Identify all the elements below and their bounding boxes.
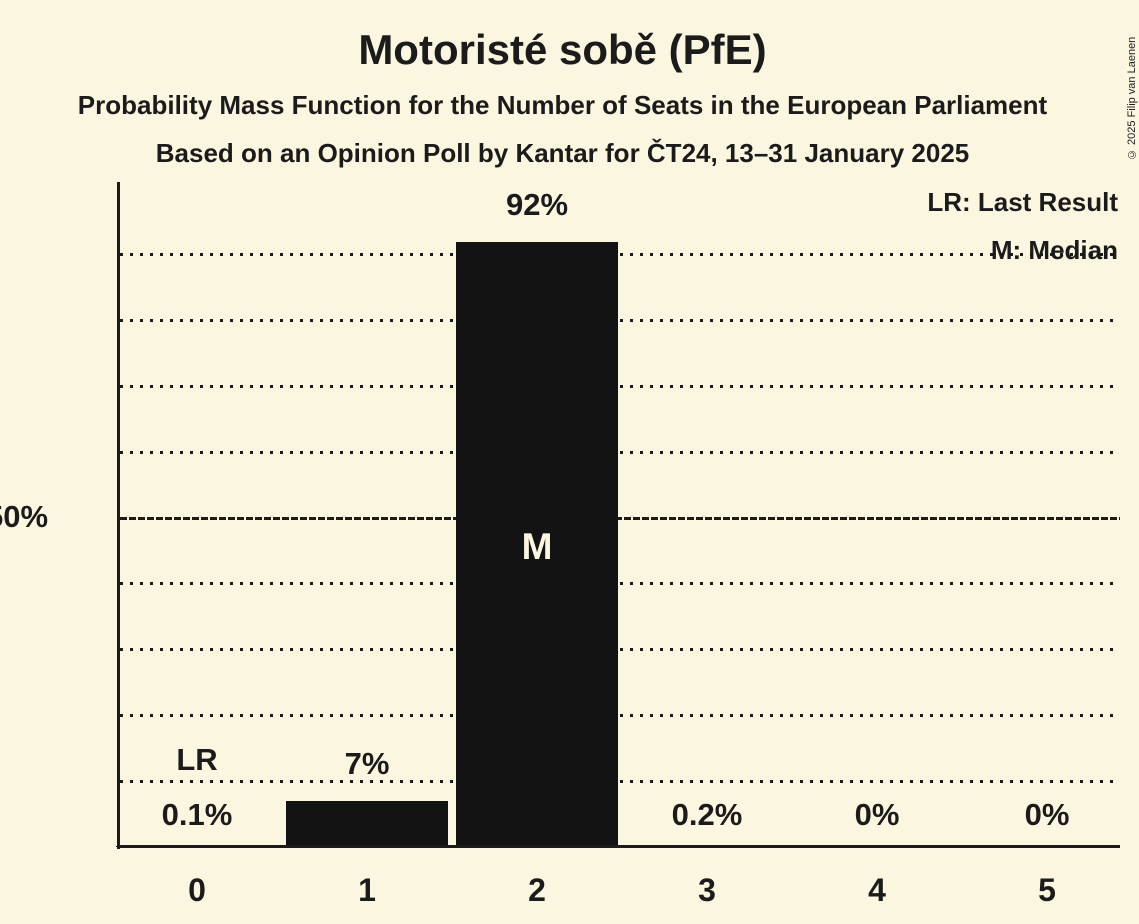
legend-median: M: Median <box>990 235 1118 265</box>
value-label-seat-2: 92% <box>505 186 569 222</box>
value-label-seat-3: 0.2% <box>671 797 743 832</box>
last-result-marker: LR <box>176 742 218 777</box>
gridline-70pct <box>120 384 1120 388</box>
bar-seat-1 <box>286 800 448 847</box>
value-label-seat-4: 0% <box>854 797 900 832</box>
x-axis-label-seat-0: 0 <box>188 872 206 908</box>
gridline-30pct <box>120 648 1120 652</box>
gridline-60pct <box>120 450 1120 454</box>
x-axis-label-seat-2: 2 <box>528 872 546 908</box>
gridline-40pct <box>120 582 1120 586</box>
gridline-10pct <box>120 779 1120 783</box>
gridline-90pct <box>120 253 1120 257</box>
bar-seat-2 <box>456 241 618 847</box>
x-axis-label-seat-4: 4 <box>868 872 886 908</box>
chart-subtitle-pmf: Probability Mass Function for the Number… <box>77 90 1048 120</box>
chart-subtitle-poll: Based on an Opinion Poll by Kantar for Č… <box>155 138 970 168</box>
legend-last-result: LR: Last Result <box>927 187 1118 217</box>
x-axis-label-seat-1: 1 <box>358 872 376 908</box>
x-axis-label-seat-5: 5 <box>1038 872 1056 908</box>
value-label-seat-5: 0% <box>1024 797 1070 832</box>
y-axis-tick-label: 50% <box>0 499 49 534</box>
copyright-notice: © 2025 Filip van Laenen <box>1126 36 1138 160</box>
gridline-80pct <box>120 319 1120 323</box>
x-axis-line <box>117 845 1120 848</box>
gridline-50pct <box>120 516 1120 520</box>
median-marker: M <box>521 526 553 567</box>
chart-title: Motoristé sobě (PfE) <box>358 26 767 73</box>
value-label-seat-1: 7% <box>344 745 390 781</box>
x-axis-label-seat-3: 3 <box>698 872 716 908</box>
value-label-seat-0: 0.1% <box>161 797 233 832</box>
gridline-20pct <box>120 713 1120 717</box>
y-axis-line <box>117 182 120 849</box>
